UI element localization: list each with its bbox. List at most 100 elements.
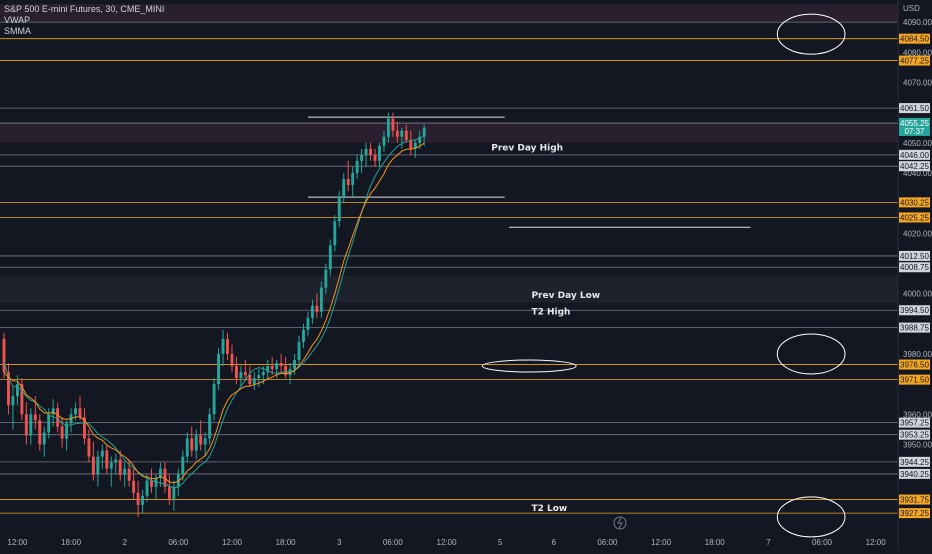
level-label-bg-10 [899,262,930,273]
candle-body-76 [342,178,346,198]
ellipse-3 [776,496,846,538]
symbol-title[interactable]: S&P 500 E-mini Futures, 30, CME_MINI [4,4,165,14]
candle-body-11 [51,408,55,415]
candle-body-48 [217,353,221,385]
x-tick-3: 06:00 [168,538,189,547]
candle-body-90 [404,130,408,140]
currency-label: USD [903,4,920,13]
candle-body-41 [185,438,189,457]
zone-layer [0,4,898,303]
y-tick-5: 4020.00 [903,229,932,238]
candle-body-13 [60,426,64,439]
x-tick-4: 12:00 [222,538,243,547]
candle-body-71 [319,287,323,312]
level-label-bg-11 [899,305,930,316]
y-tick-4: 4040.00 [903,169,932,178]
level-label-15: 3957.25 [900,419,929,428]
level-label-16: 3953.25 [900,431,929,440]
candle-body-5 [24,414,28,436]
level-label-bg-2 [899,55,930,66]
candle-body-43 [194,435,198,451]
x-tick-11: 06:00 [597,538,618,547]
candle-body-8 [38,420,42,445]
level-label-bg-6 [899,161,930,172]
candle-body-38 [172,486,176,499]
candle-body-59 [266,366,270,373]
candle-body-0 [2,338,6,373]
level-labels: 4084.504077.254061.504056.504046.004042.… [899,33,930,519]
candle-body-70 [315,305,319,312]
y-tick-2: 4070.00 [903,78,932,87]
candle-body-83 [373,154,377,161]
smma-line [3,142,425,484]
level-label-bg-19 [899,494,930,505]
level-label-bg-20 [899,508,930,519]
level-label-17: 3944.25 [900,458,929,467]
candle-body-49 [221,338,225,354]
x-tick-12: 12:00 [651,538,672,547]
segment-layer [307,116,751,228]
candle-body-53 [239,372,243,379]
candle-body-44 [199,435,203,445]
indicator-smma[interactable]: SMMA [4,26,31,36]
x-tick-5: 18:00 [276,538,297,547]
candle-body-72 [324,269,328,288]
zone-2 [0,275,898,303]
x-tick-6: 3 [337,538,342,547]
candle-body-68 [306,317,310,330]
level-label-2: 4077.25 [900,57,929,66]
level-label-bg-15 [899,417,930,428]
candle-body-45 [203,438,207,445]
level-label-bg-16 [899,429,930,440]
candle-body-7 [33,414,37,421]
candle-body-87 [391,118,395,131]
candle-body-18 [83,417,86,439]
candle-body-62 [279,363,283,367]
y-tick-3: 4050.00 [903,139,932,148]
level-label-bg-8 [899,212,930,223]
candle-body-26 [118,459,122,475]
level-label-7: 4030.25 [900,198,929,207]
candle-body-57 [257,375,261,379]
level-label-11: 3994.50 [900,306,929,315]
candle-body-22 [100,450,104,457]
candle-body-92 [413,142,417,149]
y-tick-1: 4080.00 [903,48,932,57]
x-tick-8: 12:00 [437,538,458,547]
candle-body-79 [355,160,359,173]
level-label-6: 4042.25 [900,162,929,171]
x-tick-9: 5 [498,538,503,547]
candle-body-46 [208,414,212,439]
level-label-bg-17 [899,456,930,467]
level-label-1: 4084.50 [900,35,929,44]
current-price-label: 4055.25 [900,119,929,128]
candle-body-75 [337,197,341,222]
candle-body-80 [360,154,364,161]
x-tick-15: 06:00 [812,538,833,547]
candle-body-12 [56,408,60,427]
indicator-vwap[interactable]: VWAP [4,15,31,25]
candle-body-66 [297,341,301,361]
annotation-3: T2 Low [531,504,567,514]
candle-body-6 [29,414,33,436]
replay-icon[interactable] [613,516,627,530]
candle-body-63 [284,366,288,376]
price-level-layer [0,21,898,514]
candle-body-37 [167,486,171,499]
candle-body-67 [302,329,305,342]
candle-body-17 [78,408,82,418]
level-label-bg-12 [899,322,930,333]
candle-body-52 [234,366,238,379]
candle-body-30 [136,492,140,505]
ellipse-1 [776,333,846,375]
y-tick-9: 3950.00 [903,441,932,450]
level-label-bg-18 [899,468,930,479]
candle-body-31 [141,495,145,505]
y-axis: 4090.00 4080.00 4070.00 4050.00 4040.00 4020.… [903,18,932,449]
ellipse-2 [481,359,577,373]
ellipse-0 [776,13,846,55]
candle-body-32 [145,480,149,496]
x-tick-7: 06:00 [383,538,404,547]
